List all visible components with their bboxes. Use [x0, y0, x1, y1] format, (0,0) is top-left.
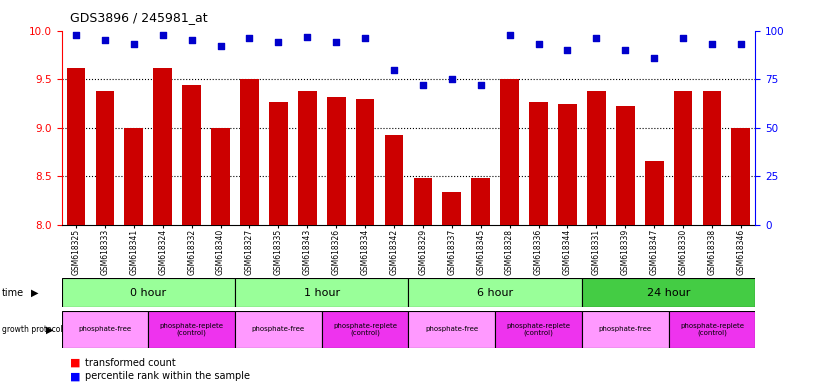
Point: [416, 82, 429, 88]
Text: percentile rank within the sample: percentile rank within the sample: [85, 371, 250, 381]
Bar: [644, 161, 663, 225]
Point: [359, 35, 372, 41]
Text: 0 hour: 0 hour: [131, 288, 167, 298]
Point: [185, 37, 198, 43]
Text: 24 hour: 24 hour: [647, 288, 690, 298]
Bar: [409, 278, 582, 307]
Point: [705, 41, 718, 47]
Bar: [327, 97, 346, 225]
Point: [243, 35, 256, 41]
Bar: [240, 79, 259, 225]
Text: ▶: ▶: [31, 288, 39, 298]
Bar: [587, 91, 606, 225]
Point: [734, 41, 747, 47]
Bar: [269, 103, 288, 225]
Text: 6 hour: 6 hour: [477, 288, 513, 298]
Point: [388, 66, 401, 73]
Point: [445, 76, 458, 82]
Point: [156, 31, 169, 38]
Point: [300, 33, 314, 40]
Bar: [211, 128, 230, 225]
Point: [214, 43, 227, 49]
Point: [70, 31, 83, 38]
Bar: [149, 311, 235, 348]
Point: [648, 55, 661, 61]
Bar: [67, 68, 85, 225]
Bar: [558, 104, 577, 225]
Bar: [471, 178, 490, 225]
Point: [619, 47, 632, 53]
Text: time: time: [2, 288, 24, 298]
Bar: [235, 278, 409, 307]
Point: [329, 39, 342, 45]
Text: ■: ■: [70, 358, 80, 368]
Point: [272, 39, 285, 45]
Text: phosphate-free: phosphate-free: [425, 326, 479, 332]
Point: [532, 41, 545, 47]
Bar: [182, 85, 201, 225]
Bar: [322, 311, 408, 348]
Bar: [616, 106, 635, 225]
Point: [561, 47, 574, 53]
Text: phosphate-replete
(control): phosphate-replete (control): [680, 323, 744, 336]
Bar: [154, 68, 172, 225]
Point: [475, 82, 488, 88]
Point: [503, 31, 516, 38]
Text: ■: ■: [70, 371, 80, 381]
Bar: [62, 311, 149, 348]
Text: 1 hour: 1 hour: [304, 288, 340, 298]
Bar: [355, 99, 374, 225]
Text: phosphate-free: phosphate-free: [78, 326, 131, 332]
Bar: [443, 192, 461, 225]
Bar: [582, 278, 755, 307]
Bar: [495, 311, 582, 348]
Text: ▶: ▶: [46, 324, 53, 334]
Bar: [125, 128, 143, 225]
Point: [127, 41, 140, 47]
Text: phosphate-replete
(control): phosphate-replete (control): [507, 323, 571, 336]
Bar: [414, 178, 433, 225]
Text: phosphate-free: phosphate-free: [599, 326, 652, 332]
Text: GDS3896 / 245981_at: GDS3896 / 245981_at: [70, 12, 208, 25]
Bar: [62, 278, 235, 307]
Bar: [95, 91, 114, 225]
Bar: [674, 91, 692, 225]
Bar: [409, 311, 495, 348]
Text: transformed count: transformed count: [85, 358, 176, 368]
Bar: [298, 91, 317, 225]
Bar: [668, 311, 755, 348]
Text: phosphate-replete
(control): phosphate-replete (control): [159, 323, 223, 336]
Text: growth protocol: growth protocol: [2, 325, 62, 334]
Text: phosphate-free: phosphate-free: [252, 326, 305, 332]
Bar: [500, 79, 519, 225]
Point: [99, 37, 112, 43]
Bar: [703, 91, 722, 225]
Point: [589, 35, 603, 41]
Bar: [582, 311, 668, 348]
Bar: [529, 103, 548, 225]
Bar: [235, 311, 322, 348]
Bar: [732, 128, 750, 225]
Point: [677, 35, 690, 41]
Text: phosphate-replete
(control): phosphate-replete (control): [333, 323, 397, 336]
Bar: [384, 136, 403, 225]
